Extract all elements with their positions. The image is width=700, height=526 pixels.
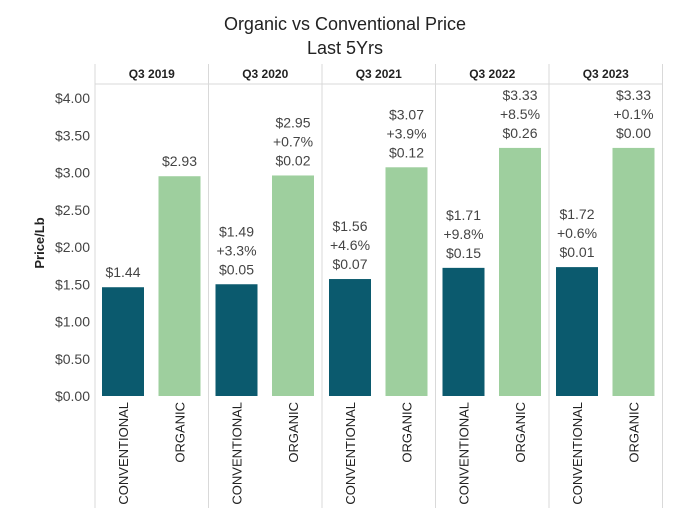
panel-header: Q3 2021: [356, 67, 402, 81]
x-tick-label: CONVENTIONAL: [230, 402, 245, 505]
bar-conventional: [442, 267, 485, 396]
bar-organic: [272, 175, 314, 396]
data-label: +3.3%: [216, 242, 256, 258]
y-tick-label: $2.00: [55, 239, 90, 255]
y-tick-label: $1.50: [55, 276, 90, 292]
data-label: $1.44: [105, 264, 140, 280]
data-label: $0.26: [502, 125, 537, 141]
x-tick-label: CONVENTIONAL: [116, 402, 131, 505]
panel: Q3 2019 $1.44 CONVENTIONAL $2.93 ORGANIC: [102, 67, 201, 505]
y-tick-label: $3.00: [55, 165, 90, 181]
panel: Q3 2021 $1.56 +4.6% $0.07 CONVENTIONAL $3.07 +…: [329, 67, 428, 505]
bar-organic: [499, 147, 541, 396]
bar-conventional: [102, 287, 144, 396]
panel-header: Q3 2022: [469, 67, 515, 81]
data-label: $0.12: [389, 144, 424, 160]
x-tick-label: ORGANIC: [627, 402, 642, 463]
data-label: $2.93: [162, 153, 197, 169]
x-tick-label: CONVENTIONAL: [343, 402, 358, 505]
data-label: $3.33: [616, 87, 651, 103]
data-label: $0.05: [219, 261, 254, 277]
y-axis-label: Price/Lb: [32, 217, 47, 268]
chart-title: Organic vs Conventional Price: [224, 14, 466, 34]
data-label: +0.6%: [557, 225, 597, 241]
panel: Q3 2022 $1.71 +9.8% $0.15 CONVENTIONAL $3.33 +…: [442, 67, 541, 505]
y-tick-label: $3.50: [55, 127, 90, 143]
data-label: $2.95: [275, 114, 310, 130]
data-label: +0.7%: [273, 133, 313, 149]
data-label: +3.9%: [386, 125, 426, 141]
data-label: +9.8%: [443, 226, 483, 242]
data-label: $1.49: [219, 223, 254, 239]
bar-organic: [385, 167, 428, 396]
x-tick-label: ORGANIC: [400, 402, 415, 463]
data-label: $0.15: [446, 245, 481, 261]
y-tick-label: $0.00: [55, 388, 90, 404]
data-label: $1.72: [559, 206, 594, 222]
bar-conventional: [556, 267, 598, 396]
chart-subtitle: Last 5Yrs: [307, 38, 383, 58]
y-tick-label: $0.50: [55, 351, 90, 367]
x-tick-label: CONVENTIONAL: [457, 402, 472, 505]
x-tick-label: ORGANIC: [513, 402, 528, 463]
data-label: +8.5%: [500, 106, 540, 122]
y-axis: $0.00 $0.50 $1.00 $1.50 $2.00 $2.50 $3.00 $3.50…: [55, 90, 90, 404]
data-label: $3.07: [389, 106, 424, 122]
bar-organic: [612, 147, 655, 396]
x-tick-label: CONVENTIONAL: [570, 402, 585, 505]
y-tick-label: $2.50: [55, 202, 90, 218]
bar-conventional: [215, 284, 258, 396]
y-tick-label: $4.00: [55, 90, 90, 106]
panel-header: Q3 2023: [583, 67, 629, 81]
data-label: $3.33: [502, 87, 537, 103]
bar-conventional: [329, 279, 371, 396]
y-tick-label: $1.00: [55, 314, 90, 330]
data-label: +4.6%: [330, 237, 370, 253]
data-label: $0.01: [559, 244, 594, 260]
data-label: $0.02: [275, 152, 310, 168]
data-label: $0.07: [332, 256, 367, 272]
data-label: $1.56: [332, 218, 367, 234]
panel: Q3 2023 $1.72 +0.6% $0.01 CONVENTIONAL $3.33 +…: [556, 67, 655, 505]
bar-organic: [158, 176, 201, 396]
x-tick-label: ORGANIC: [173, 402, 188, 463]
data-label: +0.1%: [613, 106, 653, 122]
data-label: $0.00: [616, 125, 651, 141]
x-tick-label: ORGANIC: [286, 402, 301, 463]
panel-header: Q3 2019: [129, 67, 175, 81]
panel-header: Q3 2020: [242, 67, 288, 81]
panel: Q3 2020 $1.49 +3.3% $0.05 CONVENTIONAL $2.95 +…: [215, 67, 314, 505]
data-label: $1.71: [446, 207, 481, 223]
